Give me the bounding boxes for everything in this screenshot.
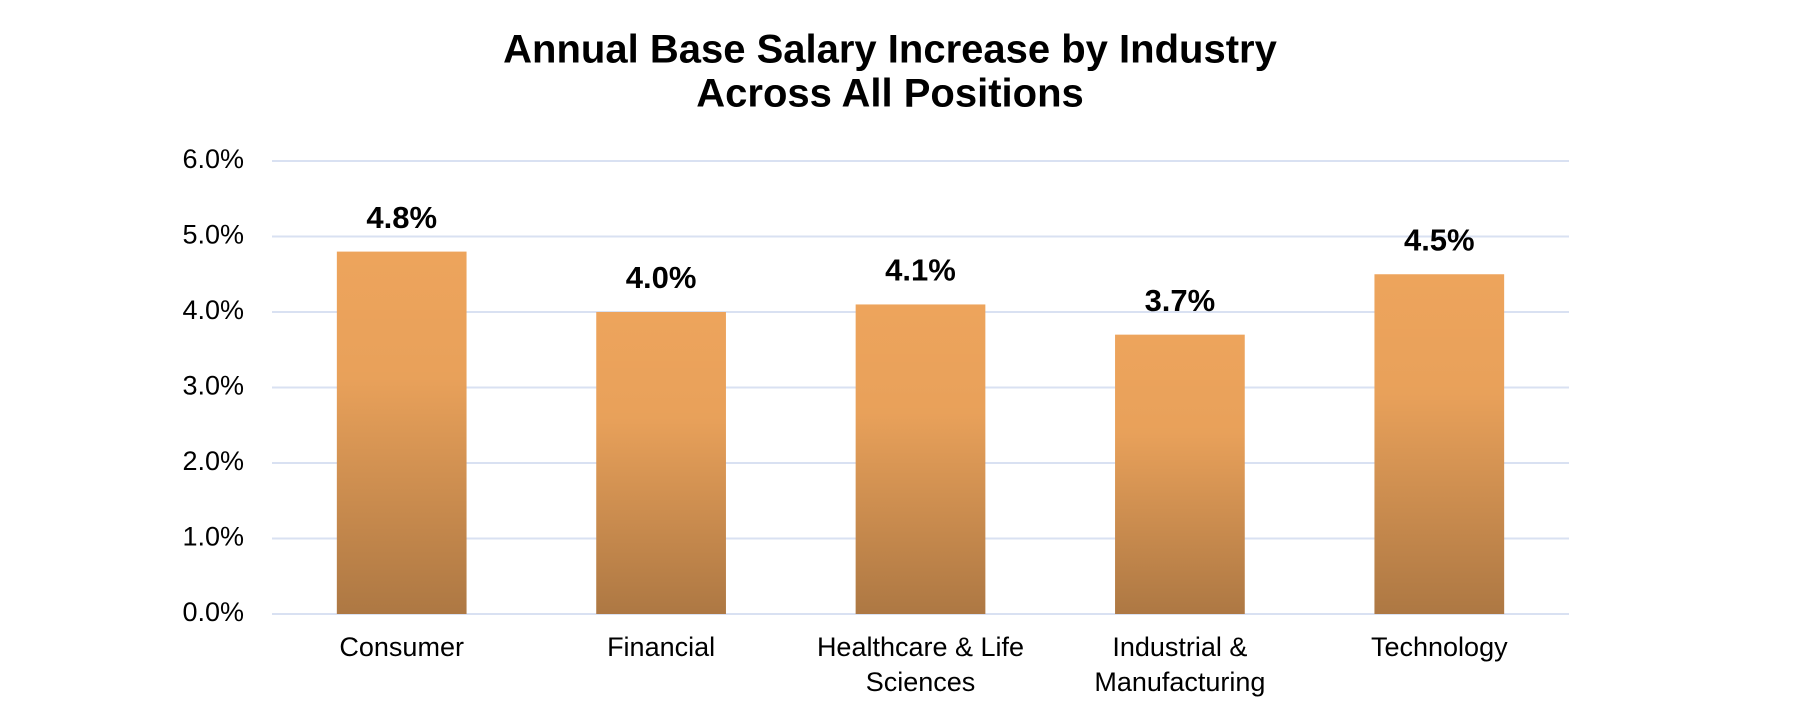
- y-tick-label: 0.0%: [182, 597, 244, 627]
- x-tick-label: Technology: [1370, 632, 1508, 662]
- y-tick-label: 5.0%: [182, 220, 244, 250]
- x-tick-label: Industrial & Manufacturing: [1094, 632, 1266, 697]
- y-tick-label: 4.0%: [182, 295, 244, 325]
- bar-shade: [336, 251, 467, 614]
- bar-shade: [596, 312, 726, 614]
- chart-subtitle: Across All Positions: [696, 72, 1084, 116]
- bar-shade: [1374, 274, 1505, 614]
- x-tick-label: Healthcare & Life Sciences: [816, 632, 1025, 697]
- x-tick-label: Financial: [607, 632, 716, 662]
- bar-shade: [1115, 334, 1245, 614]
- y-tick-label: 1.0%: [182, 522, 244, 552]
- value-label: 4.5%: [1404, 222, 1475, 257]
- bar-shade: [855, 304, 986, 614]
- value-label: 4.0%: [626, 260, 697, 295]
- value-label: 4.8%: [366, 200, 437, 235]
- y-tick-label: 6.0%: [182, 144, 244, 174]
- y-tick-label: 2.0%: [182, 446, 244, 476]
- x-tick-label: Consumer: [339, 632, 464, 662]
- chart-title: Annual Base Salary Increase by Industry: [503, 28, 1277, 72]
- y-tick-label: 3.0%: [182, 371, 244, 401]
- value-label: 4.1%: [885, 253, 956, 288]
- value-label: 3.7%: [1145, 283, 1216, 318]
